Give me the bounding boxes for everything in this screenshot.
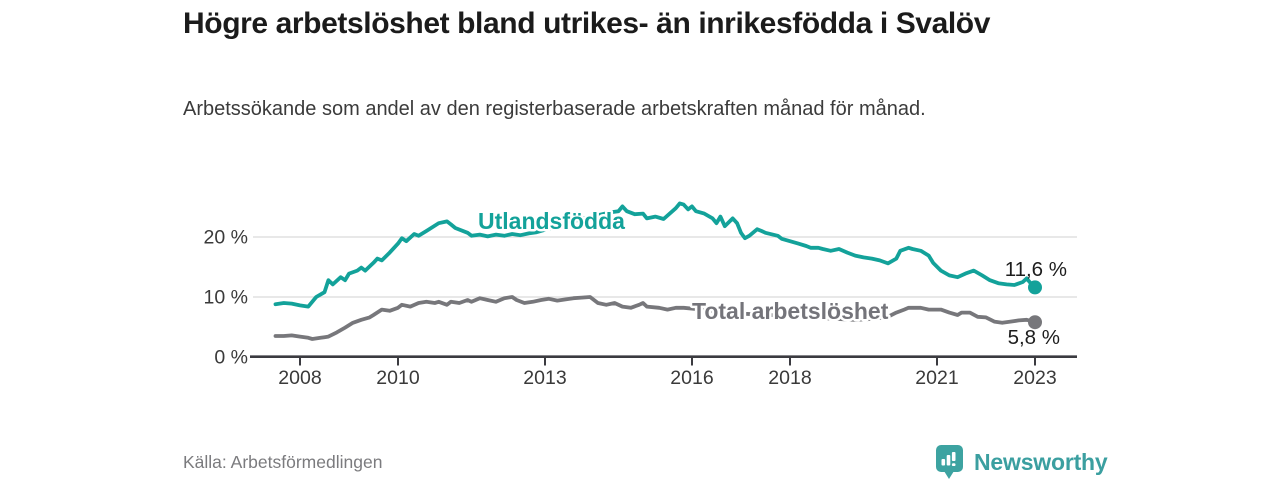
series-line-utlandsfodda <box>273 201 1037 309</box>
series-end-value-utlandsfodda: 11,6 % <box>1005 258 1067 281</box>
chart-subtitle: Arbetssökande som andel av den registerb… <box>183 98 926 120</box>
series-label-utlandsfodda: Utlandsfödda <box>478 208 625 234</box>
series-end-dot-utlandsfodda <box>1028 280 1042 295</box>
chart-title: Högre arbetslöshet bland utrikes- än inr… <box>183 7 991 40</box>
series-label-total: Total arbetslöshet <box>692 298 889 324</box>
x-tick-label: 2010 <box>376 367 420 389</box>
series-line-total <box>273 295 1037 341</box>
y-tick-label: 20 % <box>204 227 248 249</box>
newsworthy-logo-text: Newsworthy <box>974 448 1108 475</box>
y-tick-label: 0 % <box>214 347 248 369</box>
newsworthy-logo-icon <box>936 444 963 479</box>
y-tick-label: 10 % <box>204 287 248 309</box>
x-tick-label: 2016 <box>670 367 713 389</box>
source-credit: Källa: Arbetsförmedlingen <box>183 452 383 472</box>
x-tick-label: 2021 <box>915 367 958 389</box>
x-tick-label: 2023 <box>1013 367 1056 389</box>
x-tick-label: 2008 <box>278 367 321 389</box>
newsworthy-logo: Newsworthy <box>936 444 1108 480</box>
x-tick-label: 2018 <box>768 367 811 389</box>
series-end-value-total: 5,8 % <box>1008 326 1060 349</box>
series-end-dot-total <box>1028 315 1042 330</box>
x-tick-label: 2013 <box>523 367 566 389</box>
